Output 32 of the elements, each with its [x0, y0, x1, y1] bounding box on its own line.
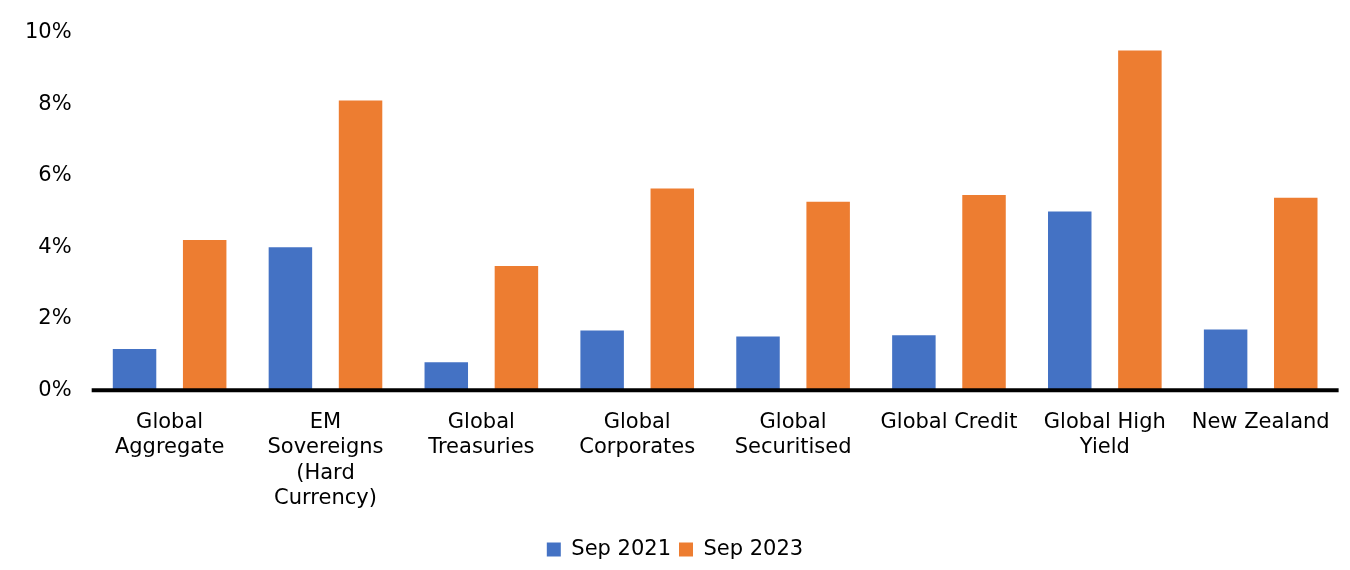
- bar: [182, 240, 227, 391]
- x-tick-label: EM Sovereigns (Hard Currency): [267, 409, 384, 509]
- bar: [736, 336, 780, 391]
- x-tick-label: Global Aggregate: [114, 409, 225, 459]
- bar: [650, 188, 695, 391]
- bar: [1274, 197, 1318, 391]
- bar: [424, 362, 469, 391]
- bar: [1203, 329, 1248, 391]
- legend-label: Sep 2023: [703, 535, 804, 560]
- y-tick-label: 0%: [38, 376, 72, 401]
- x-tick-label: Global Corporates: [579, 409, 696, 459]
- bar: [338, 100, 383, 391]
- x-tick-label: Global Treasuries: [427, 409, 535, 459]
- bar: [892, 335, 936, 391]
- bar: [962, 194, 1006, 391]
- x-tick-label: Global Credit: [880, 409, 1018, 434]
- bar: [268, 247, 313, 391]
- y-tick-label: 2%: [38, 305, 72, 330]
- x-tick-label: Global High Yield: [1043, 409, 1166, 459]
- bar: [1048, 211, 1092, 391]
- x-tick-label: New Zealand: [1191, 409, 1330, 434]
- x-tick-label: Global Securitised: [734, 409, 852, 459]
- y-tick-label: 8%: [38, 90, 72, 115]
- legend-label: Sep 2021: [571, 535, 671, 560]
- bar: [1118, 50, 1162, 391]
- bar: [112, 349, 157, 391]
- bar: [494, 266, 539, 391]
- y-tick-label: 10%: [24, 19, 72, 44]
- bar: [806, 201, 850, 391]
- y-tick-label: 4%: [38, 233, 72, 258]
- y-tick-label: 6%: [38, 162, 72, 187]
- bar: [580, 330, 624, 391]
